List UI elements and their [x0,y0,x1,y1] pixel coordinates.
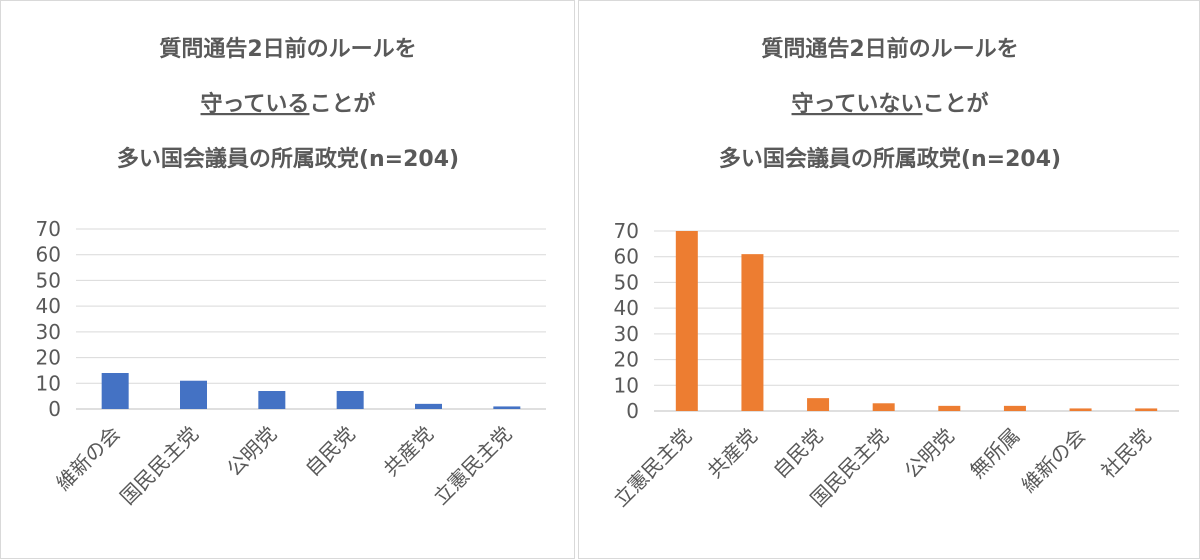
bar-3 [258,391,286,409]
y-tick-label: 50 [614,270,639,294]
y-tick-label: 20 [36,346,61,370]
bar-8 [1135,408,1158,411]
bar-6 [1003,405,1026,411]
bar-1 [675,231,698,411]
category-label: 共産党 [379,422,438,481]
bar-4 [872,403,895,411]
bar-2 [741,254,764,411]
bar-3 [807,398,830,411]
chart-panel-right: 質問通告2日前のルールを 守っていないことが 多い国会議員の所属政党(n=204… [578,0,1200,559]
y-tick-label: 40 [36,294,61,318]
y-tick-label: 0 [626,399,639,423]
bar-4 [336,391,364,409]
bar-6 [493,406,521,409]
category-label: 立憲民主党 [609,424,697,512]
category-label: 自民党 [768,424,827,483]
chart-right: 質問通告2日前のルールを 守っていないことが 多い国会議員の所属政党(n=204… [609,36,1179,511]
category-label: 無所属 [965,424,1024,483]
y-tick-label: 70 [36,217,61,241]
category-label: 立憲民主党 [429,422,517,510]
bar-1 [101,373,129,409]
bar-7 [1069,408,1092,411]
y-tick-label: 0 [48,397,61,421]
y-tick-label: 30 [614,322,639,346]
y-tick-label: 60 [614,245,639,269]
y-tick-label: 20 [614,348,639,372]
category-label: 自民党 [300,422,359,481]
chart-title-emphasis: 守っている [201,91,310,117]
chart-title-line-2-rest: ことが [309,91,375,117]
chart-title-line-3: 多い国会議員の所属政党(n=204) [719,146,1061,172]
y-tick-label: 60 [36,243,61,267]
y-tick-label: 50 [36,268,61,292]
category-label: 公明党 [222,422,281,481]
bar-2 [180,380,207,409]
chart-title-line-1: 質問通告2日前のルールを [159,36,416,62]
y-tick-label: 10 [36,371,61,395]
bar-5 [415,403,442,409]
chart-title-line-2-rest: ことが [922,91,988,117]
category-label: 公明党 [899,424,958,483]
chart-panel-left: 質問通告2日前のルールを 守っていることが 多い国会議員の所属政党(n=204)… [0,0,575,559]
chart-title-emphasis: 守っていない [792,91,923,117]
y-tick-label: 70 [614,219,639,243]
y-tick-label: 10 [614,373,639,397]
category-label: 社民党 [1096,424,1155,483]
chart-title-line-3: 多い国会議員の所属政党(n=204) [117,146,459,172]
chart-title-line-2: 守っていることが [201,91,376,117]
bar-5 [938,405,961,411]
y-tick-label: 40 [614,296,639,320]
y-tick-label: 30 [36,320,61,344]
chart-title-line-1: 質問通告2日前のルールを [761,36,1018,62]
category-label: 維新の会 [1017,424,1091,498]
category-label: 維新の会 [51,422,125,496]
chart-title-line-2: 守っていないことが [792,91,989,117]
category-label: 国民民主党 [115,422,203,510]
chart-left: 質問通告2日前のルールを 守っていることが 多い国会議員の所属政党(n=204)… [36,36,546,509]
category-label: 共産党 [703,424,762,483]
